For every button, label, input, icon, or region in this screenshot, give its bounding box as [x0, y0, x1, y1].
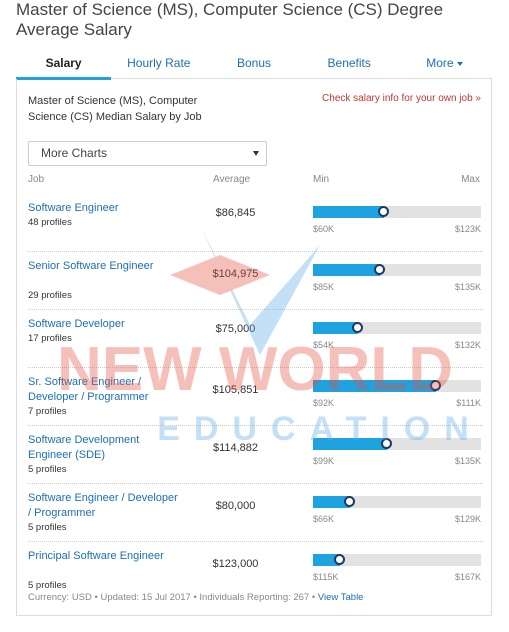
footer: Currency: USD • Updated: 15 Jul 2017 • I… — [28, 592, 363, 603]
job-title-link[interactable]: Senior Software Engineer — [28, 260, 154, 272]
salary-range-bar — [313, 322, 481, 334]
tab-bonus[interactable]: Bonus — [236, 56, 272, 70]
column-header-max: Max — [461, 174, 480, 185]
tab-benefits[interactable]: Benefits — [327, 56, 371, 70]
profiles-count: 7 profiles — [28, 406, 67, 417]
panel-heading: Master of Science (MS), Computer Science… — [28, 95, 202, 123]
job-title-link[interactable]: Software Development Engineer (SDE) — [28, 434, 140, 461]
more-charts-select[interactable]: More Charts — [28, 141, 267, 166]
salary-range-bar — [313, 554, 481, 566]
range-min: $66K — [313, 514, 335, 524]
salary-range-fill — [313, 206, 384, 218]
range-min: $85K — [313, 282, 335, 292]
tab-more[interactable]: More — [397, 52, 492, 78]
median-marker-icon — [377, 206, 389, 217]
median-marker-icon — [380, 438, 392, 449]
range-max: $129K — [454, 514, 481, 524]
range-max: $167K — [454, 572, 481, 582]
median-marker-icon — [343, 496, 355, 507]
median-marker-icon — [333, 554, 345, 565]
salary-row: Software Engineer 48 profiles $86,845 $60K $… — [28, 195, 483, 252]
profiles-count: 5 profiles — [28, 522, 67, 533]
median-marker-icon — [429, 380, 441, 391]
profiles-count: 29 profiles — [28, 290, 72, 301]
salary-range-fill — [313, 380, 436, 392]
salary-range-bar — [313, 496, 481, 508]
average-salary: $104,975 — [212, 268, 259, 280]
range-min: $92K — [313, 398, 335, 408]
profiles-count: 5 profiles — [28, 464, 67, 475]
profiles-count: 17 profiles — [28, 333, 72, 344]
average-salary: $105,851 — [212, 384, 259, 396]
caret-down-icon — [456, 61, 463, 66]
average-salary: $114,882 — [212, 442, 259, 454]
salary-range-fill — [313, 438, 387, 450]
salary-row: Software Developer 17 profiles $75,000 $54K… — [28, 311, 483, 368]
range-max: $132K — [454, 340, 481, 350]
range-max: $135K — [454, 282, 481, 292]
column-header-average: Average — [213, 174, 251, 185]
job-title-link[interactable]: Sr. Software Engineer / Developer / Prog… — [28, 376, 149, 403]
average-salary: $123,000 — [212, 558, 259, 570]
column-header-min: Min — [313, 174, 330, 185]
job-title-link[interactable]: Software Engineer / Developer / Programm… — [28, 492, 178, 519]
profiles-count: 48 profiles — [28, 217, 72, 228]
job-title-link[interactable]: Principal Software Engineer — [28, 550, 164, 562]
salary-row: Senior Software Engineer 29 profiles $104,… — [28, 253, 483, 310]
job-title-link[interactable]: Software Engineer — [28, 202, 119, 214]
range-min: $115K — [313, 572, 339, 582]
column-header-job: Job — [28, 174, 45, 185]
salary-range-fill — [313, 322, 359, 334]
more-charts-value: More Charts — [41, 146, 108, 160]
salary-range-fill — [313, 554, 340, 566]
tab-hourly-rate[interactable]: Hourly Rate — [127, 56, 191, 70]
page-title: Master of Science (MS), Computer Science… — [16, 0, 444, 39]
salary-row: Principal Software Engineer 5 profiles $12… — [28, 543, 483, 600]
salary-range-fill — [313, 264, 381, 276]
salary-row: Software Engineer / Developer / Programm… — [28, 485, 483, 542]
salary-range-bar — [313, 438, 481, 450]
range-min: $60K — [313, 224, 335, 234]
tab-bar: Salary Hourly Rate Bonus Benefits More — [16, 52, 492, 80]
salary-row: Sr. Software Engineer / Developer / Prog… — [28, 369, 483, 426]
range-min: $54K — [313, 340, 335, 350]
median-marker-icon — [352, 322, 364, 333]
check-salary-link[interactable]: Check salary info for your own job » — [322, 93, 481, 104]
salary-row: Software Development Engineer (SDE) 5 pro… — [28, 427, 483, 484]
job-title-link[interactable]: Software Developer — [28, 318, 125, 330]
salary-panel: Master of Science (MS), Computer Science… — [16, 79, 492, 616]
dropdown-arrow-icon — [253, 151, 259, 156]
view-table-link[interactable]: View Table — [317, 592, 364, 603]
footer-text: Currency: USD • Updated: 15 Jul 2017 • I… — [28, 592, 316, 603]
average-salary: $75,000 — [215, 323, 256, 335]
profiles-count: 5 profiles — [28, 580, 67, 591]
range-max: $135K — [454, 456, 481, 466]
median-marker-icon — [374, 264, 386, 275]
salary-range-bar — [313, 206, 481, 218]
salary-range-bar — [313, 264, 481, 276]
salary-range-fill — [313, 496, 350, 508]
range-max: $111K — [456, 398, 481, 408]
tab-salary[interactable]: Salary — [16, 52, 112, 80]
tab-more-label: More — [426, 56, 454, 70]
average-salary: $86,845 — [215, 207, 256, 219]
range-min: $99K — [313, 456, 335, 466]
range-max: $123K — [454, 224, 481, 234]
average-salary: $80,000 — [215, 500, 256, 512]
salary-range-bar — [313, 380, 481, 392]
